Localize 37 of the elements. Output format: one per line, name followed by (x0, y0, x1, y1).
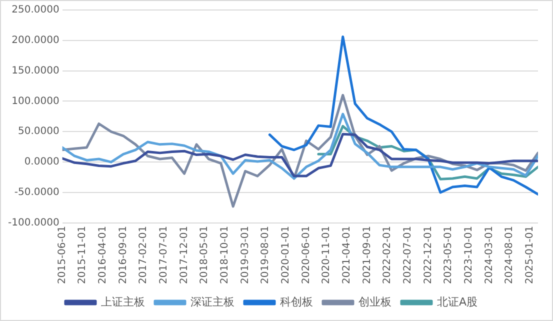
x-tick-label: 2018-05-01 (199, 226, 210, 284)
x-tick-label: 2020-11-01 (321, 226, 332, 284)
x-tick-label: 2017-12-01 (178, 226, 190, 284)
x-tick-label: 2022-02-01 (382, 226, 394, 284)
x-tick-label: 2019-03-01 (240, 226, 251, 284)
x-tick-label: 2020-06-01 (300, 226, 312, 284)
x-tick-label: 2023-10-01 (463, 226, 474, 284)
x-tick-label: 2022-12-01 (422, 226, 434, 284)
x-tick-label: 2023-05-01 (443, 226, 454, 284)
x-tick-label: 2020-01-01 (280, 226, 292, 284)
x-tick-label: 2021-09-01 (362, 226, 373, 284)
y-tick-label: 200.0000 (12, 35, 60, 46)
y-tick-label: -50.0000 (14, 187, 60, 198)
x-tick-label: 2024-08-01 (504, 226, 516, 284)
x-tick-label: 2016-04-01 (98, 226, 109, 284)
x-tick-label: 2018-10-01 (220, 226, 231, 284)
x-tick-label: 2019-08-01 (260, 226, 272, 284)
legend-label: 创业板 (358, 295, 392, 308)
x-tick-label: 2015-06-01 (56, 226, 68, 284)
x-tick-label: 2022-07-01 (402, 226, 414, 284)
x-tick-label: 2016-09-01 (118, 226, 129, 284)
y-tick-label: 250.0000 (12, 4, 60, 16)
x-tick-label: 2017-07-01 (158, 226, 170, 284)
y-tick-label: -100.0000 (8, 217, 60, 228)
legend-label: 深证主板 (190, 295, 234, 308)
x-tick-label: 2025-01-01 (524, 226, 536, 284)
x-tick-label: 2021-04-01 (342, 226, 353, 284)
x-tick-label: 2017-02-01 (138, 226, 150, 284)
y-tick-label: 150.0000 (12, 65, 60, 76)
legend-label: 科创板 (280, 295, 313, 308)
legend-label: 北证A股 (436, 295, 478, 308)
y-tick-label: 100.0000 (12, 96, 60, 107)
x-tick-label: 2024-03-01 (484, 226, 495, 284)
x-tick-label: 2015-11-01 (77, 226, 88, 284)
y-tick-label: 0.0000 (24, 156, 60, 168)
y-tick-label: 50.0000 (18, 126, 60, 138)
legend-label: 上证主板 (100, 295, 145, 308)
